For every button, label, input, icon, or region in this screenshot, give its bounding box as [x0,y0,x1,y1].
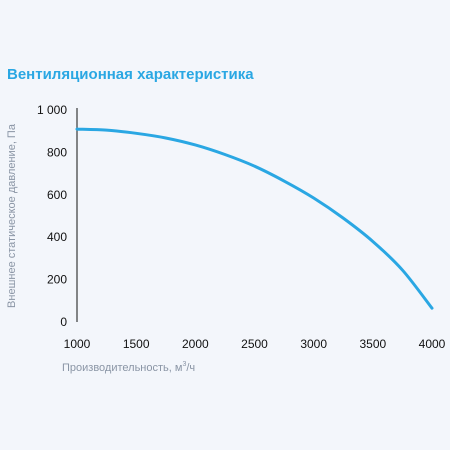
y-tick-label: 800 [47,145,67,159]
x-tick-label: 2000 [182,337,209,351]
y-tick-label: 1 000 [37,103,67,117]
series-line [75,127,434,310]
x-tick-label: 1000 [64,337,91,351]
x-axis-label-superscript: 3 [182,361,186,368]
y-tick-label: 400 [47,230,67,244]
x-axis-label: Производительность, м3/ч [62,361,195,374]
x-axis-label-main: Производительность, м [62,362,182,374]
x-tick-label: 4000 [419,337,446,351]
chart-title: Вентиляционная характеристика [7,66,254,83]
x-tick-label: 3000 [300,337,327,351]
y-axis-label: Внешнее статическое давление, Па [6,123,18,308]
y-tick-label: 0 [60,315,67,329]
x-axis-label-tail: /ч [186,362,195,374]
y-tick-label: 600 [47,188,67,202]
x-ticks: 1000 1500 2000 2500 3000 3500 4000 [64,337,446,351]
x-tick-label: 1500 [123,337,150,351]
y-tick-label: 200 [47,273,67,287]
x-tick-label: 3500 [359,337,386,351]
x-tick-label: 2500 [241,337,268,351]
y-ticks: 0 200 400 600 800 1 000 [37,103,67,329]
